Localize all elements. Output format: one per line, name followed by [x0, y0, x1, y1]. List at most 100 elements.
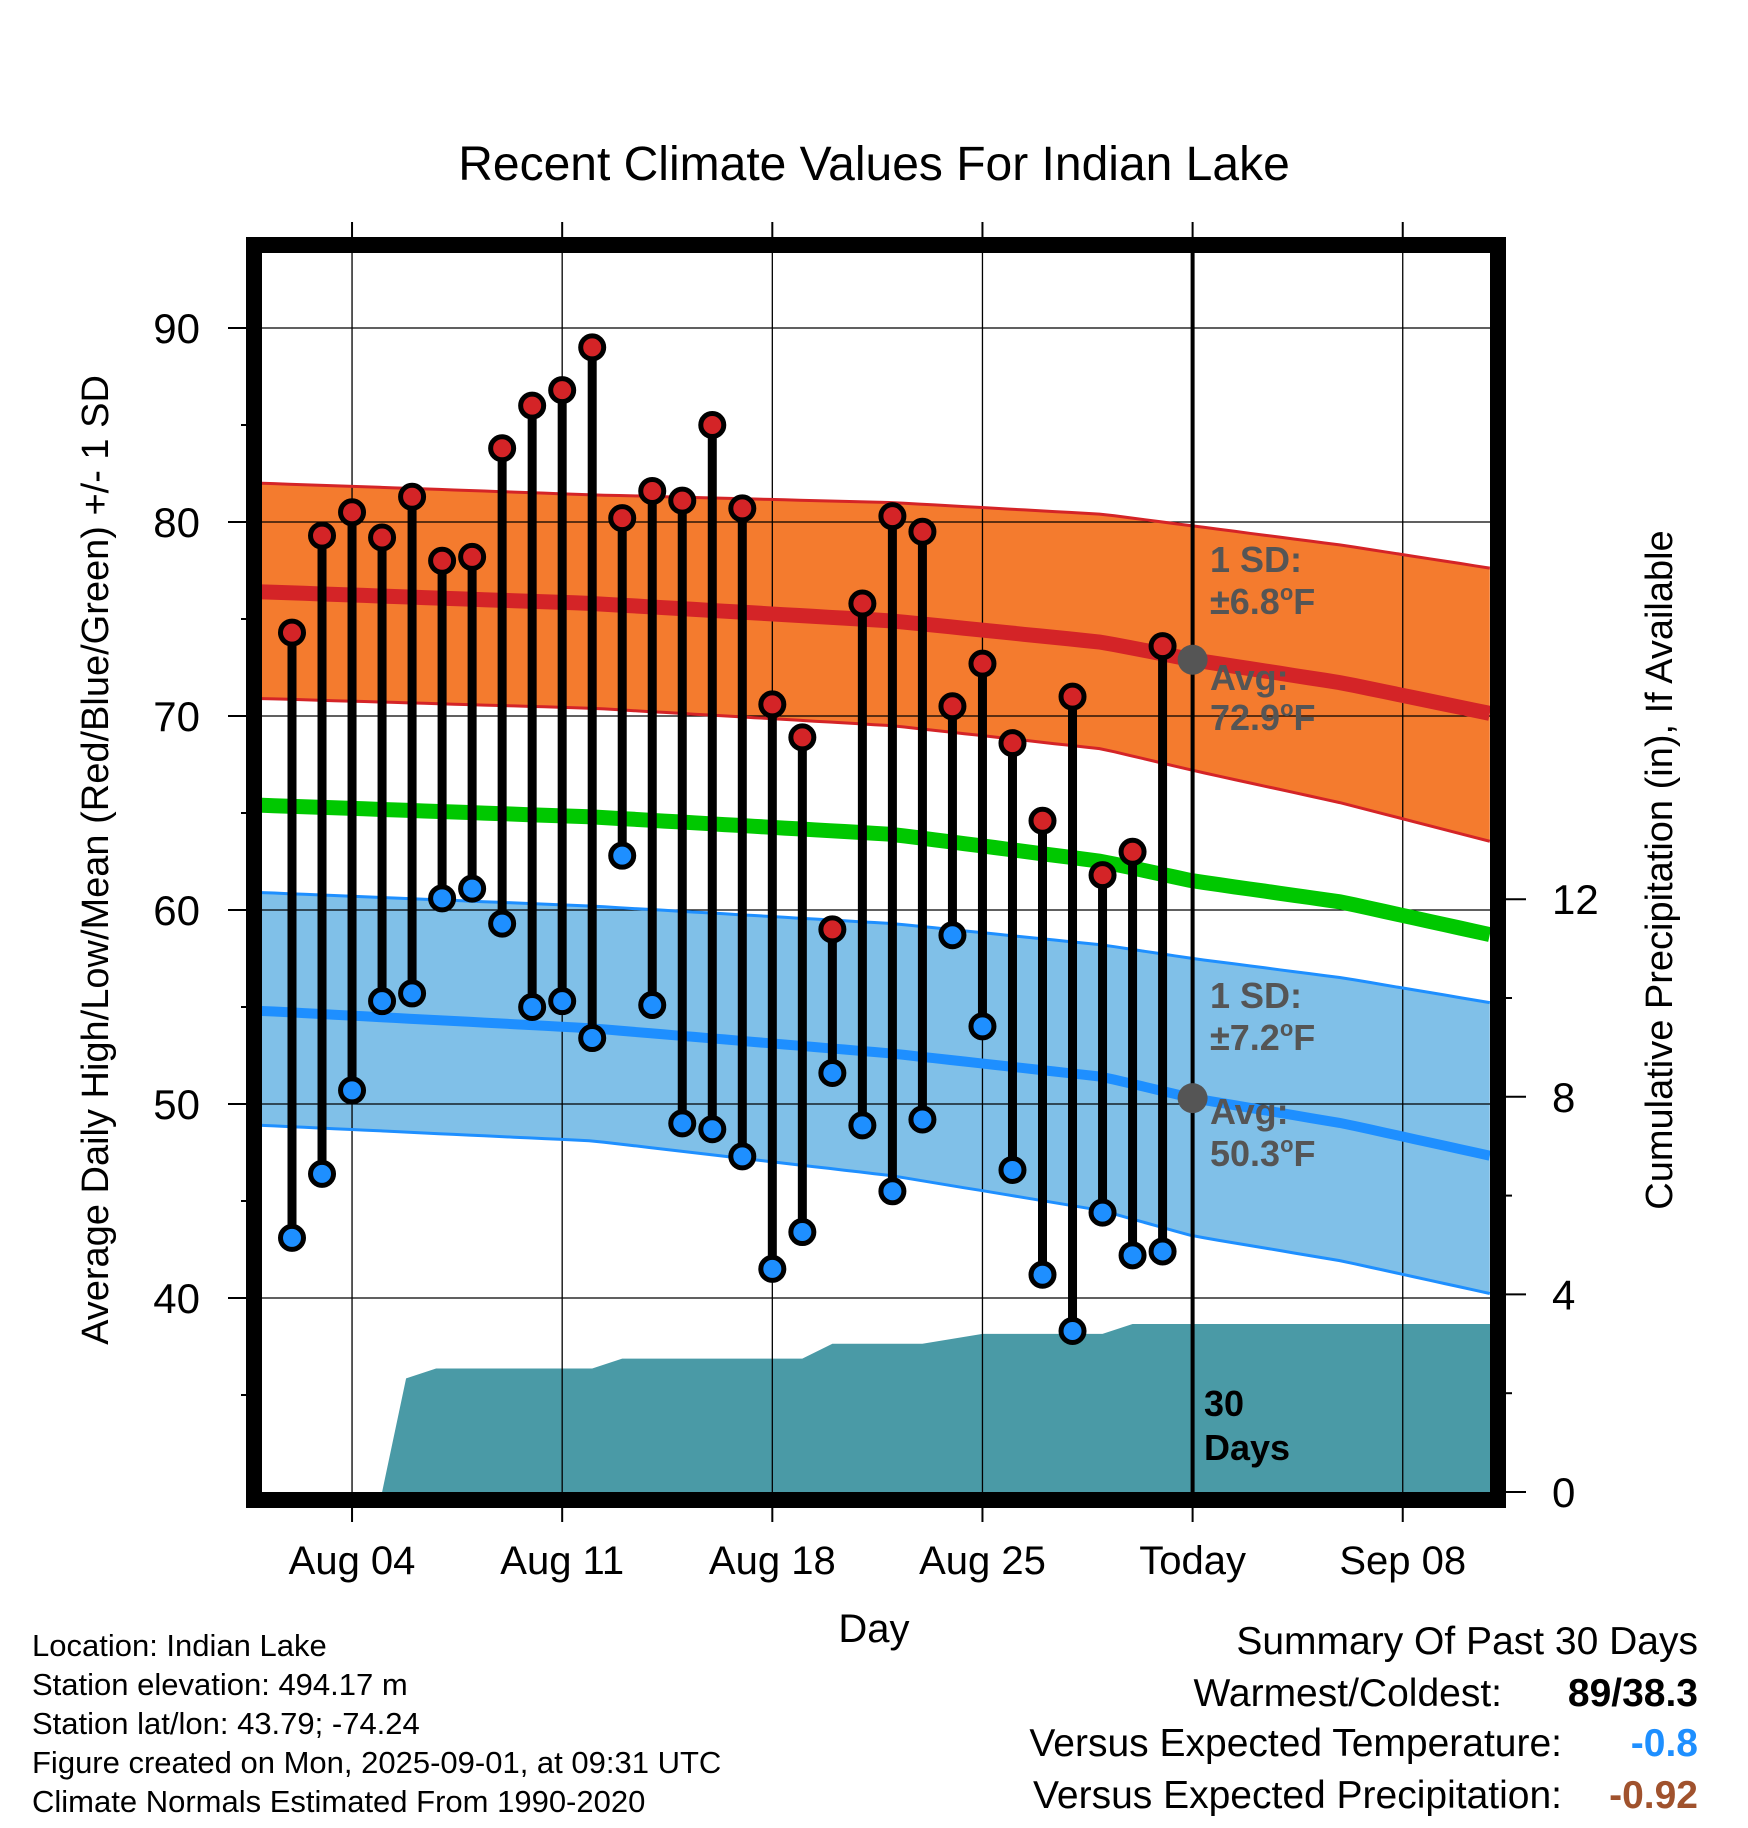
temp-vs-expected-label: Versus Expected Temperature: [1029, 1722, 1562, 1765]
daily-high-point [518, 391, 547, 420]
daily-high-point [398, 482, 427, 511]
daily-high-point [818, 915, 847, 944]
degree-symbol: o [1280, 1132, 1293, 1157]
daily-low-point [758, 1254, 787, 1283]
daily-low-point [998, 1155, 1027, 1184]
daily-low-point [308, 1159, 337, 1188]
fahrenheit-unit: F [1293, 581, 1315, 622]
y-axis-label: Average Daily High/Low/Mean (Red/Blue/Gr… [75, 375, 117, 1345]
high-plus-sd-line [262, 481, 1490, 570]
low-avg-label: Avg: [1210, 1091, 1289, 1132]
daily-high-point [458, 542, 487, 571]
location-text: Location: Indian Lake [32, 1628, 327, 1663]
precip-vs-expected-value: -0.92 [1609, 1774, 1698, 1817]
degree-symbol: o [1280, 580, 1293, 605]
y2-axis-label: Cumulative Precipitation (in), If Availa… [1639, 530, 1681, 1209]
created-text: Figure created on Mon, 2025-09-01, at 09… [32, 1745, 722, 1780]
daily-high-point [308, 521, 337, 550]
daily-low-point [278, 1223, 306, 1252]
high-avg-label: Avg: [1210, 657, 1289, 698]
daily-high-point [1148, 632, 1177, 661]
daily-low-point [698, 1115, 727, 1144]
low-plus-sd-line [262, 891, 1490, 1005]
x-tick-label: Aug 11 [500, 1539, 624, 1583]
daily-high-point [338, 498, 367, 527]
daily-low-point [608, 841, 637, 870]
daily-low-point [1058, 1316, 1087, 1345]
daily-low-point [968, 1012, 997, 1041]
daily-low-point [938, 921, 967, 950]
daily-high-point [668, 486, 697, 515]
average-low-line [262, 1006, 1490, 1161]
average-high-line [262, 584, 1490, 721]
x-axis-label: Day [838, 1607, 909, 1651]
daily-high-point [968, 649, 997, 678]
daily-low-point [668, 1109, 697, 1138]
low-avg-value-number: 50.3 [1210, 1133, 1280, 1174]
today-high-marker [1177, 644, 1208, 675]
daily-high-point [1058, 682, 1087, 711]
high-sd-band [262, 483, 1490, 842]
y2-tick-label: 8 [1552, 1074, 1575, 1121]
y-tick-label: 80 [153, 499, 200, 546]
elevation-text: Station elevation: 494.17 m [32, 1667, 408, 1702]
daily-low-point [458, 874, 487, 903]
daily-high-point [1118, 837, 1147, 866]
x-tick-label: Aug 25 [919, 1539, 1046, 1583]
daily-low-point [788, 1218, 817, 1247]
days-label: Days [1204, 1427, 1290, 1468]
precip-area [382, 1324, 1490, 1492]
fahrenheit-unit: F [1293, 1017, 1315, 1058]
low-sd-value-number: ±7.2 [1210, 1017, 1280, 1058]
normals-text: Climate Normals Estimated From 1990-2020 [32, 1784, 646, 1819]
daily-high-point [1088, 861, 1117, 890]
daily-high-point [878, 502, 907, 531]
daily-high-point [758, 690, 787, 719]
daily-low-point [1088, 1198, 1117, 1227]
fahrenheit-unit: F [1294, 697, 1316, 738]
daily-low-point [848, 1111, 877, 1140]
x-tick-label: Aug 04 [289, 1539, 416, 1583]
x-tick-label: Sep 08 [1339, 1539, 1466, 1583]
daily-high-point [368, 523, 397, 552]
high-sd-label: 1 SD: [1210, 539, 1302, 580]
high-sd-value-number: ±6.8 [1210, 581, 1280, 622]
x-tick-label: Today [1139, 1539, 1246, 1583]
daily-high-point [488, 434, 517, 463]
y-tick-label: 70 [153, 693, 200, 740]
temp-vs-expected-value: -0.8 [1630, 1722, 1698, 1765]
daily-low-point [338, 1076, 367, 1105]
daily-low-point [428, 884, 457, 913]
daily-high-point [728, 494, 757, 523]
y-tick-label: 40 [153, 1275, 200, 1322]
daily-low-point [368, 987, 397, 1016]
daily-low-point [578, 1024, 607, 1053]
daily-high-point [848, 589, 877, 618]
low-sd-label: 1 SD: [1210, 975, 1302, 1016]
high-avg-value-number: 72.9 [1210, 697, 1280, 738]
daily-high-point [578, 333, 607, 362]
daily-low-point [518, 993, 547, 1021]
y2-tick-label: 4 [1552, 1271, 1575, 1318]
summary-title: Summary Of Past 30 Days [1236, 1620, 1698, 1663]
degree-symbol: o [1280, 1016, 1293, 1041]
daily-high-point [938, 692, 967, 721]
daily-low-point [908, 1105, 937, 1134]
chart-title: Recent Climate Values For Indian Lake [458, 138, 1290, 191]
daily-low-point [1118, 1241, 1147, 1270]
daily-low-point [1148, 1237, 1177, 1266]
degree-symbol: o [1280, 696, 1293, 721]
high-sd-value: ±6.8oF [1210, 580, 1315, 622]
low-minus-sd-line [262, 1123, 1490, 1295]
daily-high-point [1028, 806, 1057, 835]
x-tick-label: Aug 18 [709, 1539, 836, 1583]
average-mean-line [262, 797, 1490, 942]
daily-low-point [1028, 1260, 1057, 1289]
y2-tick-label: 0 [1552, 1469, 1575, 1516]
daily-low-point [548, 987, 577, 1016]
y-tick-label: 90 [153, 305, 200, 352]
daily-low-point [728, 1142, 757, 1171]
today-low-marker [1177, 1083, 1208, 1114]
